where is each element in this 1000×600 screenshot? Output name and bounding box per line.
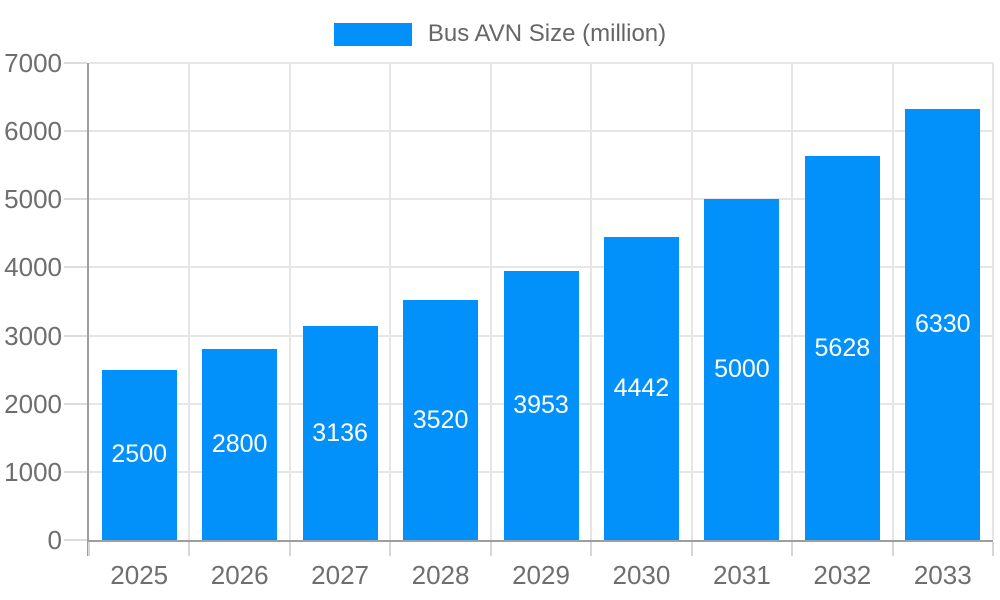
x-axis-label-2028: 2028 bbox=[411, 560, 470, 590]
y-axis-label: 6000 bbox=[4, 116, 62, 147]
y-axis-label: 4000 bbox=[4, 252, 62, 283]
gridline-y-4000 bbox=[89, 266, 993, 269]
bar-value-label: 5628 bbox=[814, 333, 871, 362]
bar-value-label: 2500 bbox=[111, 440, 168, 469]
x-axis-label-2025: 2025 bbox=[110, 560, 169, 590]
x-axis-tick bbox=[490, 542, 492, 556]
x-axis-tick bbox=[590, 542, 592, 556]
bar-value-label: 2800 bbox=[211, 430, 268, 459]
y-axis-label: 3000 bbox=[4, 320, 62, 351]
y-axis-tick bbox=[64, 266, 87, 269]
x-axis-label-2029: 2029 bbox=[512, 560, 570, 590]
bar-2032[interactable]: 5628 bbox=[804, 156, 880, 540]
x-axis-tick bbox=[389, 542, 391, 556]
legend[interactable]: Bus AVN Size (million) bbox=[0, 20, 1000, 48]
y-axis-tick bbox=[64, 539, 87, 541]
gridline-y-5000 bbox=[89, 198, 993, 201]
bar-2028[interactable]: 3520 bbox=[403, 300, 479, 540]
y-axis-label: 1000 bbox=[4, 456, 62, 487]
x-axis-tick bbox=[791, 542, 793, 556]
gridline-x bbox=[289, 63, 291, 540]
y-axis-label: 0 bbox=[47, 525, 62, 555]
gridline-y-6000 bbox=[89, 130, 993, 133]
x-axis-tick bbox=[88, 542, 90, 556]
x-axis-label-2027: 2027 bbox=[311, 560, 370, 590]
x-axis-label-2031: 2031 bbox=[712, 560, 771, 590]
bar-value-label: 3953 bbox=[513, 390, 569, 419]
x-axis-label-2026: 2026 bbox=[210, 560, 269, 590]
gridline-x bbox=[892, 63, 894, 540]
bar-value-label: 5000 bbox=[714, 355, 770, 384]
y-axis-tick bbox=[64, 62, 87, 64]
gridline-x bbox=[691, 63, 693, 540]
bar-value-label: 4442 bbox=[613, 374, 670, 403]
bar-2025[interactable]: 2500 bbox=[101, 369, 177, 540]
y-axis-label: 7000 bbox=[4, 48, 62, 78]
x-axis-label-2032: 2032 bbox=[813, 560, 872, 590]
x-axis-tick bbox=[289, 542, 291, 556]
bar-value-label: 3520 bbox=[412, 405, 469, 434]
gridline-x bbox=[490, 63, 492, 540]
bar-2030[interactable]: 4442 bbox=[603, 237, 679, 540]
y-axis-tick bbox=[64, 470, 87, 473]
gridline-y-7000 bbox=[89, 62, 993, 64]
y-axis-tick bbox=[64, 334, 87, 337]
legend-label: Bus AVN Size (million) bbox=[427, 20, 667, 47]
gridline-x bbox=[590, 63, 592, 540]
bar-2031[interactable]: 5000 bbox=[704, 199, 780, 540]
plot-area: 0 1000 2000 3000 4000 5000 6000 7000 2025 2026 202… bbox=[4, 48, 994, 590]
y-axis-label: 5000 bbox=[4, 184, 62, 215]
gridline-x bbox=[791, 63, 793, 540]
x-axis-label-2033: 2033 bbox=[913, 560, 972, 590]
x-axis-tick bbox=[188, 542, 190, 556]
x-axis-tick bbox=[892, 542, 894, 556]
gridline-x bbox=[389, 63, 391, 540]
bar-2027[interactable]: 3136 bbox=[302, 326, 378, 540]
gridline-x bbox=[992, 63, 994, 540]
y-axis-tick bbox=[64, 402, 87, 405]
bar-2026[interactable]: 2800 bbox=[202, 349, 278, 540]
x-axis-line bbox=[87, 540, 993, 542]
bar-value-label: 3136 bbox=[312, 418, 368, 447]
legend-swatch bbox=[333, 22, 412, 46]
gridline-x bbox=[188, 63, 190, 540]
y-axis-tick bbox=[64, 130, 87, 133]
bar-2029[interactable]: 3953 bbox=[503, 270, 579, 540]
y-axis-line bbox=[87, 63, 89, 556]
y-axis-tick bbox=[64, 198, 87, 201]
y-axis-label: 2000 bbox=[4, 388, 62, 419]
x-axis-tick bbox=[992, 542, 994, 556]
x-axis-label-2030: 2030 bbox=[612, 560, 671, 590]
x-axis-tick bbox=[691, 542, 693, 556]
bar-value-label: 6330 bbox=[914, 309, 971, 338]
bar-2033[interactable]: 6330 bbox=[905, 108, 981, 540]
